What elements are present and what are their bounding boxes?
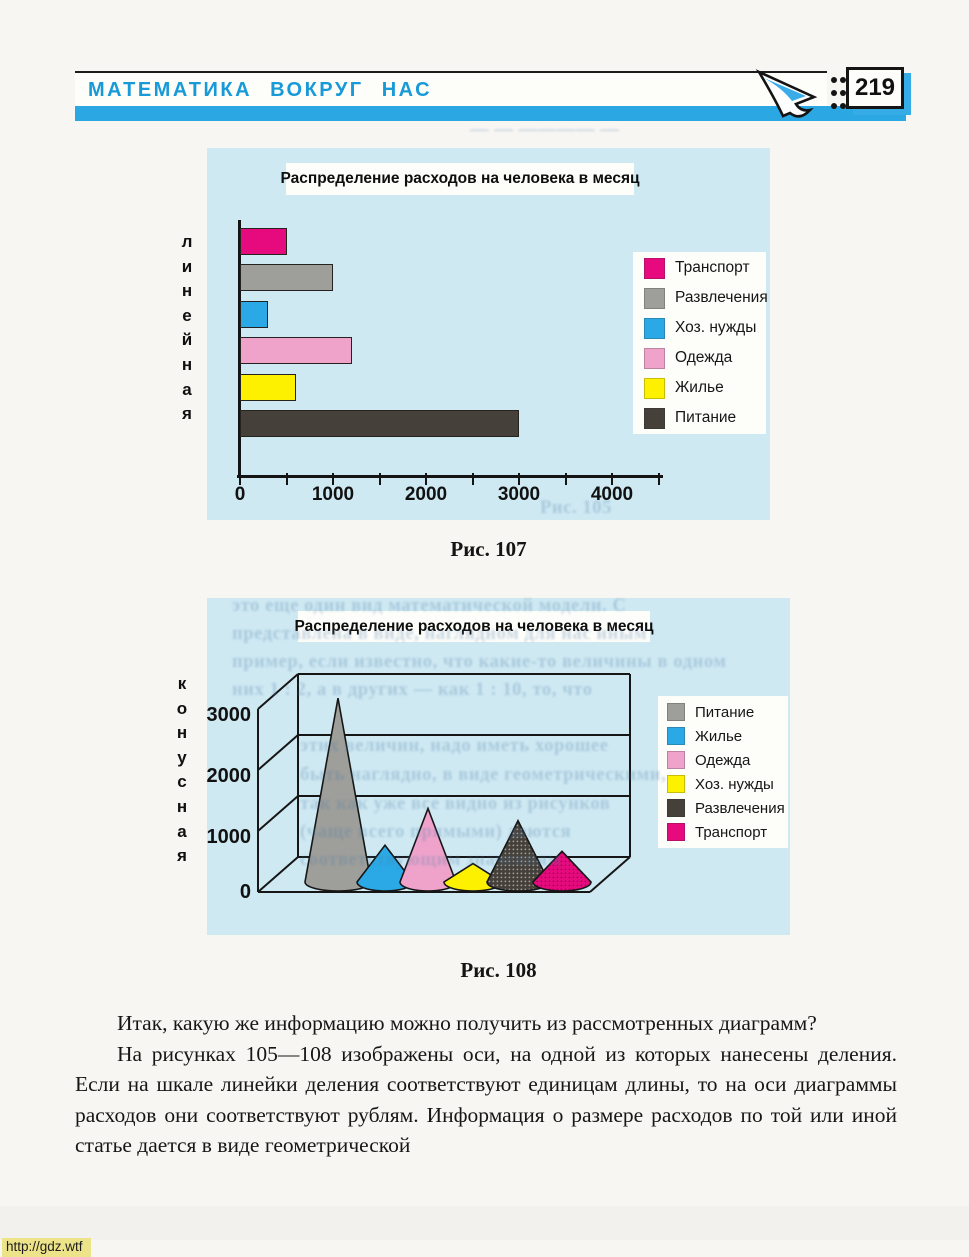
legend-row: Развлечения	[667, 799, 788, 817]
figure-107-x-axis	[237, 475, 663, 478]
legend-swatch-food	[667, 703, 685, 721]
x-axis-tick	[611, 473, 613, 485]
bar-household-needs	[240, 300, 268, 328]
bleed-fragment: — — ———— —	[470, 120, 620, 140]
page-bottom-shade	[0, 1206, 969, 1240]
legend-row: Питание	[644, 407, 766, 429]
cone-clothes	[399, 806, 457, 892]
x-axis-tick	[378, 473, 381, 485]
figure-108-title-text: Распределение расходов на человека в мес…	[294, 617, 654, 635]
x-tick-label: 2000	[404, 484, 448, 505]
x-axis-tick	[285, 473, 288, 485]
legend-swatch-entertainment	[667, 799, 685, 817]
y-tick-label: 1000	[207, 826, 251, 848]
legend-label: Хоз. нужды	[695, 775, 774, 793]
cone-chart-frame-line	[257, 795, 299, 832]
x-axis-tick	[425, 473, 427, 485]
bar-housing	[240, 373, 296, 401]
legend-row: Жилье	[667, 727, 788, 745]
figure-107-caption: Рис. 107	[450, 537, 527, 561]
legend-label: Хоз. нужды	[675, 319, 757, 336]
figure-107-legend: Транспорт Развлечения Хоз. нужды Одежда Жиль…	[633, 252, 768, 434]
x-axis-tick	[564, 473, 567, 485]
legend-swatch-transport	[644, 257, 665, 279]
legend-swatch-clothes	[667, 751, 685, 769]
legend-label: Жилье	[695, 727, 743, 745]
bar-clothes	[240, 337, 352, 365]
cone-chart-frame-line	[257, 734, 299, 771]
legend-label: Одежда	[695, 751, 751, 769]
legend-label: Транспорт	[675, 259, 750, 276]
legend-swatch-household-needs	[667, 775, 685, 793]
x-tick-label: 3000	[497, 484, 541, 505]
legend-label: Жилье	[675, 379, 724, 396]
legend-swatch-housing	[667, 727, 685, 745]
bar-entertainment	[240, 264, 333, 292]
legend-label: Питание	[695, 703, 755, 721]
x-axis-tick	[518, 473, 520, 485]
bar-food	[240, 410, 519, 437]
cone-transport	[532, 850, 592, 892]
cone-chart-frame-line	[257, 856, 299, 893]
y-tick-label: 0	[240, 881, 251, 903]
watermark: http://gdz.wtf	[2, 1238, 91, 1257]
page-number: 219	[854, 74, 896, 101]
legend-label: Развлечения	[675, 289, 768, 306]
legend-swatch-clothes	[644, 347, 665, 369]
legend-swatch-transport	[667, 823, 685, 841]
body-text: Итак, какую же информацию можно получить…	[75, 1008, 897, 1161]
y-tick-label: 3000	[207, 704, 251, 726]
legend-row: Одежда	[667, 751, 788, 769]
figure-107-title-text: Распределение расходов на человека в мес…	[280, 170, 640, 187]
x-axis-tick	[657, 473, 660, 485]
legend-swatch-food	[644, 407, 665, 429]
legend-row: Жилье	[644, 377, 766, 399]
page-curl-icon	[755, 69, 818, 118]
page-number-box: 219	[846, 67, 904, 109]
x-axis-tick	[239, 473, 241, 485]
legend-row: Хоз. нужды	[667, 775, 788, 793]
legend-swatch-household-needs	[644, 317, 665, 339]
x-axis-tick	[332, 473, 334, 485]
legend-row: Хоз. нужды	[644, 317, 766, 339]
cone-chart-svg: 3000 2000 1000 0	[207, 673, 631, 903]
x-axis-tick	[471, 473, 474, 485]
legend-row: Транспорт	[667, 823, 788, 841]
x-tick-label: 1000	[311, 484, 355, 505]
legend-swatch-housing	[644, 377, 665, 399]
legend-row: Одежда	[644, 347, 766, 369]
legend-row: Питание	[667, 703, 788, 721]
legend-label: Питание	[675, 409, 737, 426]
figure-107-y-axis	[238, 220, 241, 478]
cone-chart-frame-line	[257, 673, 299, 710]
body-paragraph-2: На рисунках 105—108 изображены оси, на о…	[75, 1041, 897, 1158]
figure-108-legend: Питание Жилье Одежда Хоз. нужды Развлечения Т…	[658, 696, 788, 848]
legend-label: Одежда	[675, 349, 733, 366]
figure-108-caption: Рис. 108	[460, 958, 537, 982]
legend-row: Развлечения	[644, 287, 768, 309]
body-paragraph-1: Итак, какую же информацию можно получить…	[117, 1011, 817, 1035]
cone-chart-frame-line	[589, 856, 631, 893]
x-tick-label: 0	[234, 484, 246, 505]
legend-row: Транспорт	[644, 257, 766, 279]
legend-label: Транспорт	[695, 823, 768, 841]
figure-107-title: Распределение расходов на человека в мес…	[280, 163, 640, 195]
y-tick-label: 2000	[207, 765, 251, 787]
header-title: МАТЕМАТИКА ВОКРУГ НАС	[88, 79, 433, 101]
x-tick-label: 4000	[590, 484, 634, 505]
legend-label: Развлечения	[695, 799, 785, 817]
header-rule	[75, 106, 906, 121]
bar-transport	[240, 228, 287, 255]
figure-108-title: Распределение расходов на человека в мес…	[294, 611, 654, 642]
cone-food	[304, 697, 372, 892]
legend-swatch-entertainment	[644, 287, 665, 309]
